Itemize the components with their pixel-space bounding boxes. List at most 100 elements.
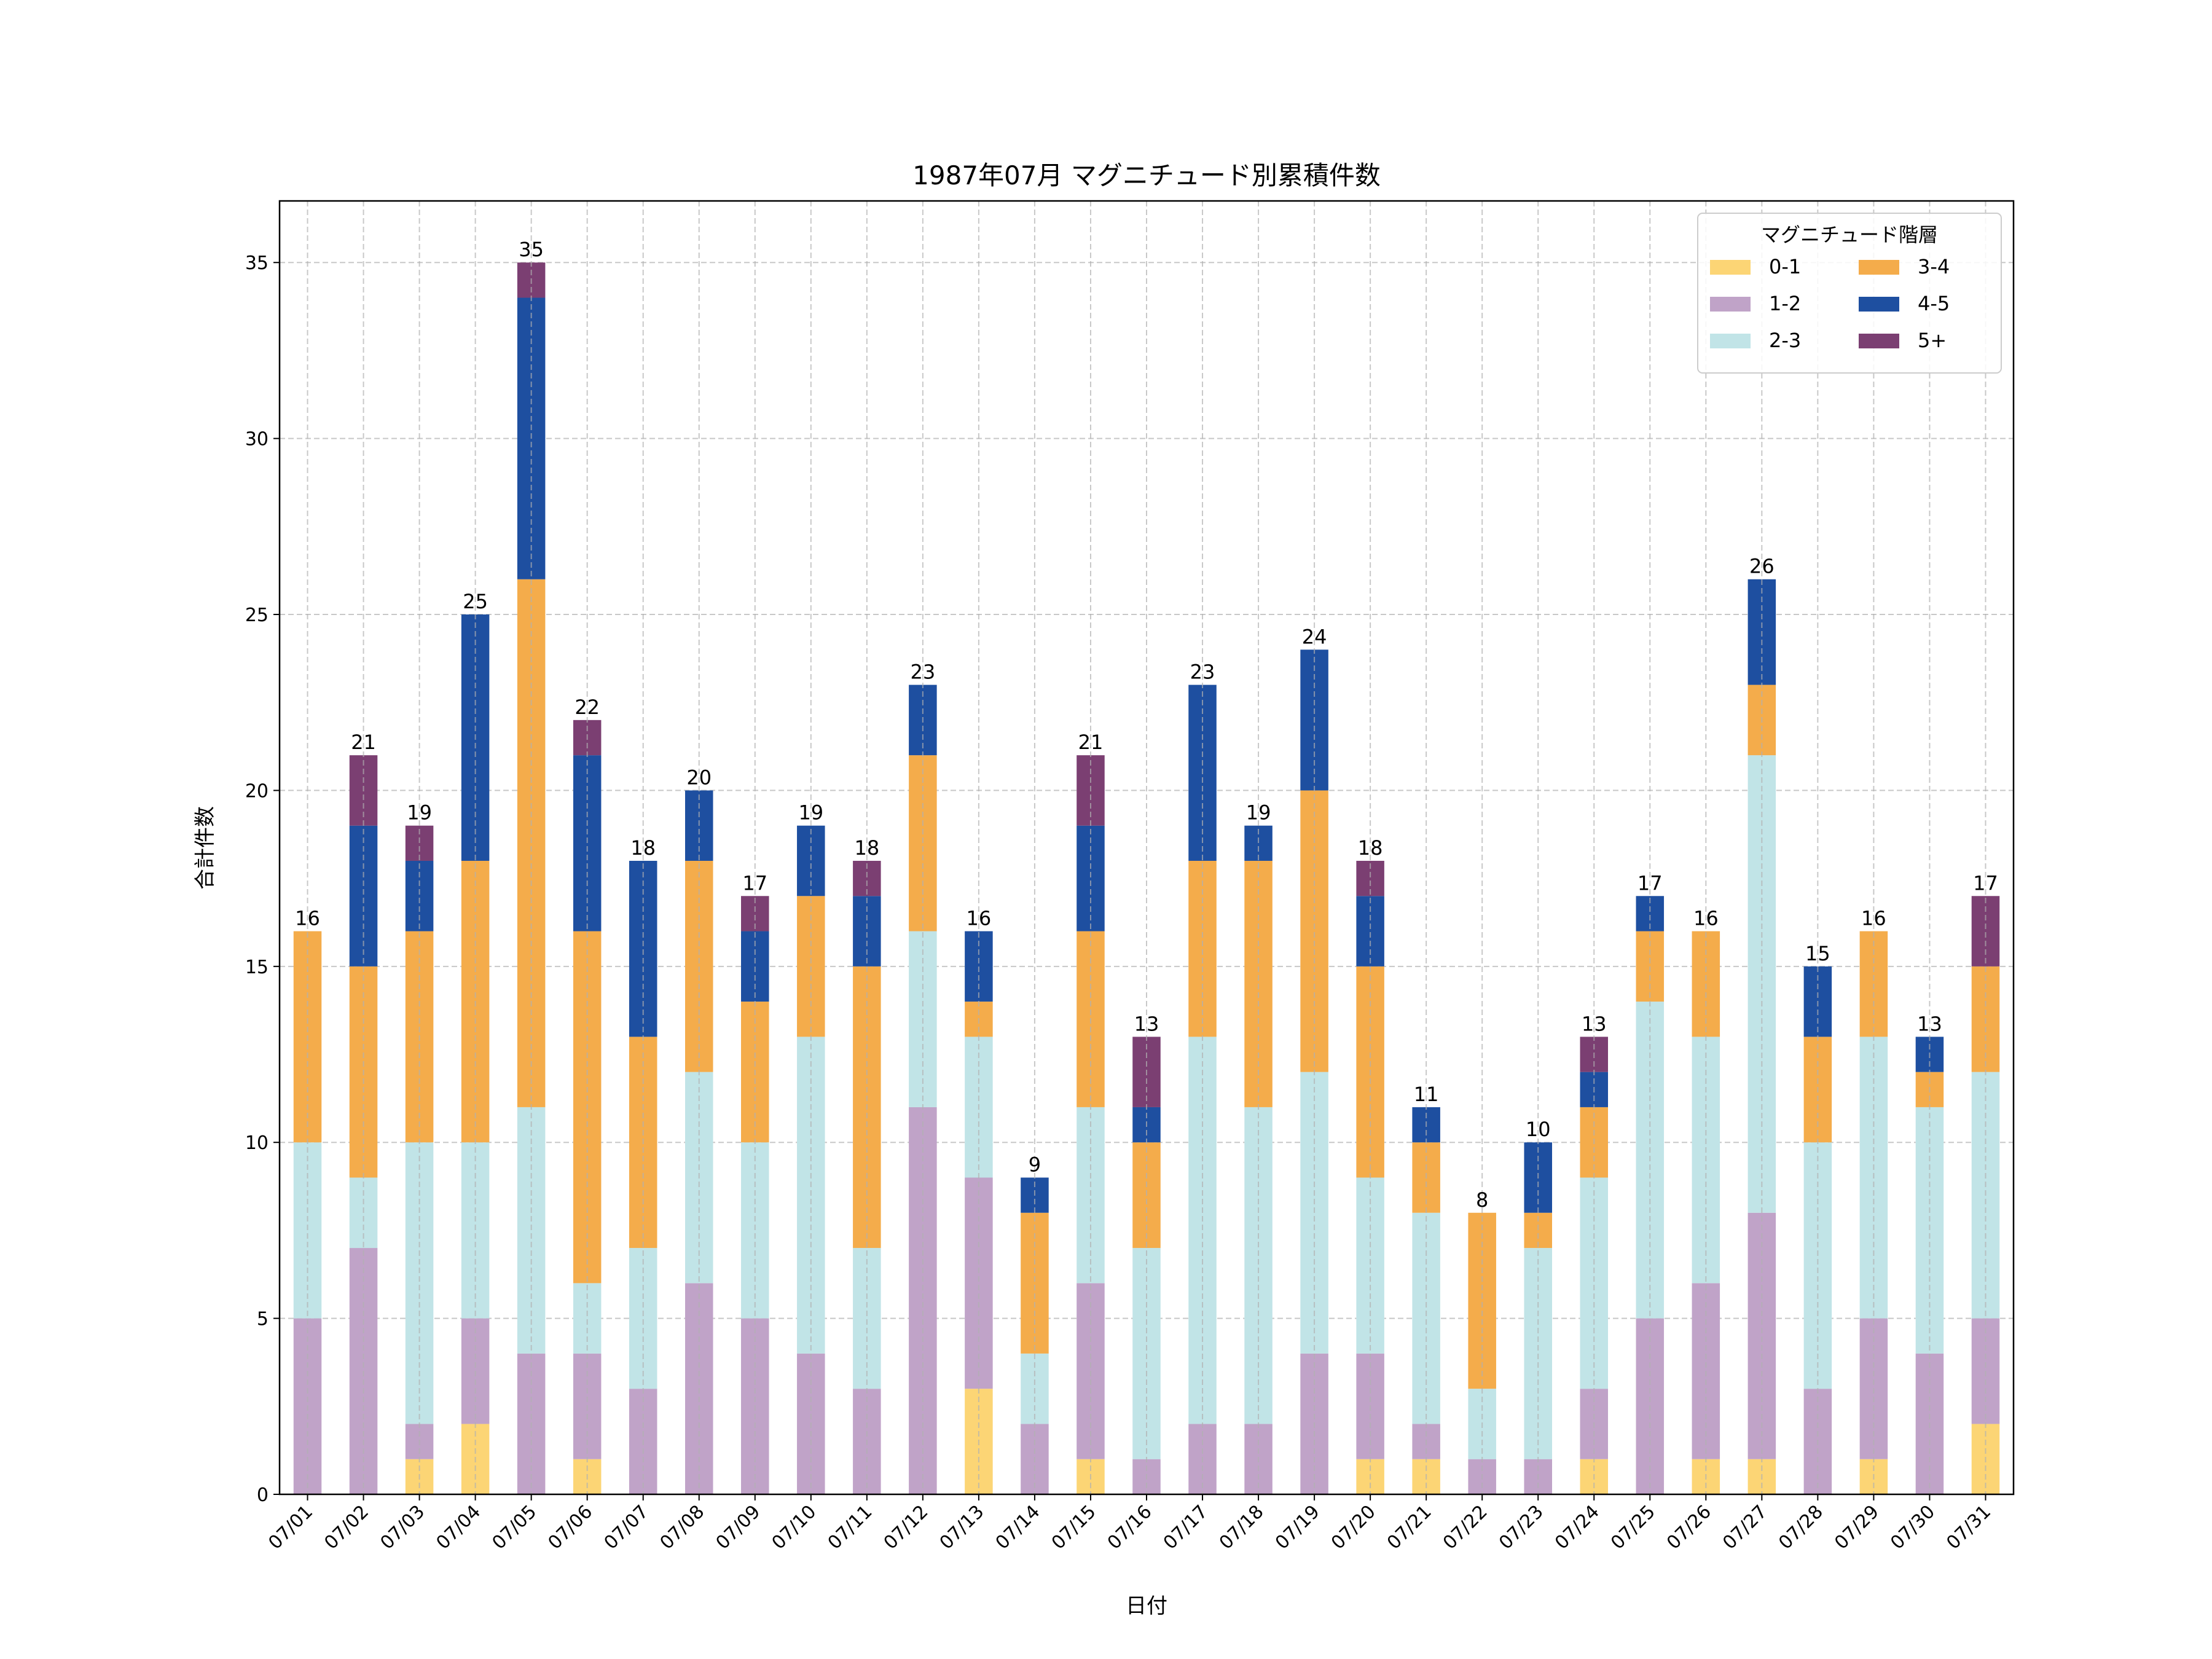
bar-total-label: 23 — [911, 661, 936, 684]
legend-swatch-4-5 — [1859, 297, 1899, 312]
y-tick-label: 5 — [257, 1309, 269, 1330]
bar-total-label: 19 — [407, 801, 432, 825]
bar-segment-2-3 — [405, 1142, 434, 1424]
x-tick-label: 07/04 — [432, 1501, 485, 1554]
x-axis-label: 日付 — [1126, 1594, 1167, 1618]
legend-swatch-1-2 — [1710, 297, 1751, 312]
x-tick-label: 07/12 — [880, 1501, 933, 1554]
bar-segment-2-3 — [1188, 1037, 1217, 1424]
x-tick-label: 07/16 — [1104, 1501, 1156, 1554]
x-tick-label: 07/09 — [712, 1501, 765, 1554]
x-tick-label: 07/30 — [1886, 1501, 1939, 1554]
bar-total-label: 16 — [295, 907, 320, 930]
bar-total-label: 19 — [798, 801, 823, 825]
legend-label-3-4: 3-4 — [1918, 255, 1950, 278]
y-tick-label: 20 — [245, 780, 269, 802]
bar-total-label: 17 — [1637, 871, 1663, 895]
bar-total-label: 23 — [1190, 661, 1215, 684]
legend-swatch-3-4 — [1859, 260, 1899, 275]
x-tick-label: 07/08 — [656, 1501, 709, 1554]
legend-swatch-5+ — [1859, 334, 1899, 348]
y-tick-label: 25 — [245, 605, 269, 626]
bar-total-label: 35 — [519, 238, 544, 261]
bar-total-label: 24 — [1302, 625, 1327, 648]
x-tick-label: 07/24 — [1551, 1501, 1604, 1554]
bar-total-label: 15 — [1805, 942, 1830, 965]
x-tick-label: 07/10 — [768, 1501, 821, 1554]
x-tick-label: 07/01 — [264, 1501, 317, 1554]
bar-total-label: 21 — [1078, 731, 1104, 754]
y-tick-label: 10 — [245, 1132, 269, 1154]
y-tick-label: 30 — [245, 429, 269, 450]
y-axis-label: 合計件数 — [193, 806, 218, 890]
bar-total-label: 13 — [1917, 1012, 1942, 1035]
bar-total-label: 13 — [1582, 1012, 1607, 1035]
bar-total-label: 20 — [686, 766, 712, 789]
x-tick-label: 07/23 — [1495, 1501, 1548, 1554]
bar-segment-4-5 — [1077, 825, 1105, 931]
x-tick-label: 07/26 — [1663, 1501, 1716, 1554]
x-tick-label: 07/03 — [376, 1501, 429, 1554]
bar-total-label: 22 — [575, 696, 600, 719]
bar-total-label: 18 — [854, 836, 879, 860]
bar-total-label: 19 — [1246, 801, 1271, 825]
bar-total-label: 13 — [1134, 1012, 1159, 1035]
legend-title: マグニチュード階層 — [1761, 223, 1938, 246]
x-tick-label: 07/07 — [600, 1501, 653, 1554]
x-tick-label: 07/05 — [488, 1501, 541, 1554]
x-axis: 07/01 07/02 07/03 07/04 07/05 07/06 07/07 07/08… — [264, 1494, 1995, 1554]
bar-segment-2-3 — [1915, 1107, 1944, 1354]
bar-total-label: 18 — [630, 836, 656, 860]
bar-segment-4-5 — [405, 860, 434, 931]
bar-segment-3-4 — [1300, 790, 1328, 1072]
legend-swatch-0-1 — [1710, 260, 1751, 275]
bar-segment-2-3 — [1803, 1142, 1832, 1389]
x-tick-label: 07/25 — [1607, 1501, 1660, 1554]
x-tick-label: 07/18 — [1215, 1501, 1268, 1554]
bar-total-label: 10 — [1526, 1118, 1551, 1141]
bar-total-label: 16 — [967, 907, 992, 930]
bar-total-label: 11 — [1414, 1083, 1439, 1106]
bar-segment-2-3 — [517, 1107, 546, 1354]
bar-total-label: 17 — [1973, 871, 1998, 895]
bar-total-labels: 16 21 19 25 35 22 18 20 17 19 18 23 16 9 21 13 23 19 24 18 1… — [295, 238, 1998, 1212]
bar-segment-1-2 — [1747, 1212, 1776, 1459]
x-tick-label: 07/20 — [1327, 1501, 1380, 1554]
x-tick-label: 07/22 — [1439, 1501, 1492, 1554]
y-tick-label: 35 — [245, 253, 269, 274]
x-tick-label: 07/02 — [320, 1501, 373, 1554]
bar-total-label: 8 — [1476, 1188, 1488, 1212]
bar-segment-1-2 — [909, 1107, 937, 1494]
legend-label-4-5: 4-5 — [1918, 292, 1950, 315]
legend: マグニチュード階層 0-1 1-2 2-3 3-4 4-5 5+ — [1697, 213, 2002, 374]
legend-label-1-2: 1-2 — [1769, 292, 1801, 315]
chart-title: 1987年07月 マグニチュード別累積件数 — [912, 160, 1381, 190]
y-tick-label: 15 — [245, 957, 269, 978]
legend-swatch-2-3 — [1710, 334, 1751, 348]
legend-label-0-1: 0-1 — [1769, 255, 1801, 278]
x-tick-label: 07/06 — [544, 1501, 597, 1554]
x-tick-label: 07/14 — [992, 1501, 1045, 1554]
y-tick-label: 0 — [257, 1484, 269, 1506]
bar-total-label: 21 — [351, 731, 376, 754]
bar-total-label: 9 — [1029, 1153, 1041, 1176]
legend-label-5+: 5+ — [1918, 329, 1947, 352]
x-tick-label: 07/11 — [824, 1501, 877, 1554]
x-tick-label: 07/15 — [1048, 1501, 1100, 1554]
x-tick-label: 07/29 — [1830, 1501, 1883, 1554]
x-tick-label: 07/31 — [1942, 1501, 1995, 1554]
x-tick-label: 07/17 — [1159, 1501, 1212, 1554]
x-tick-label: 07/19 — [1271, 1501, 1324, 1554]
bar-total-label: 17 — [742, 871, 767, 895]
bar-segment-2-3 — [1244, 1107, 1273, 1424]
bars — [293, 201, 2000, 1494]
x-tick-label: 07/27 — [1719, 1501, 1771, 1554]
x-tick-label: 07/21 — [1383, 1501, 1436, 1554]
x-tick-label: 07/28 — [1775, 1501, 1827, 1554]
bar-total-label: 16 — [1693, 907, 1719, 930]
bar-total-label: 18 — [1358, 836, 1383, 860]
legend-box — [1697, 213, 2002, 374]
x-tick-label: 07/13 — [936, 1501, 989, 1554]
bar-total-label: 25 — [463, 590, 488, 613]
bar-total-label: 26 — [1749, 555, 1775, 578]
